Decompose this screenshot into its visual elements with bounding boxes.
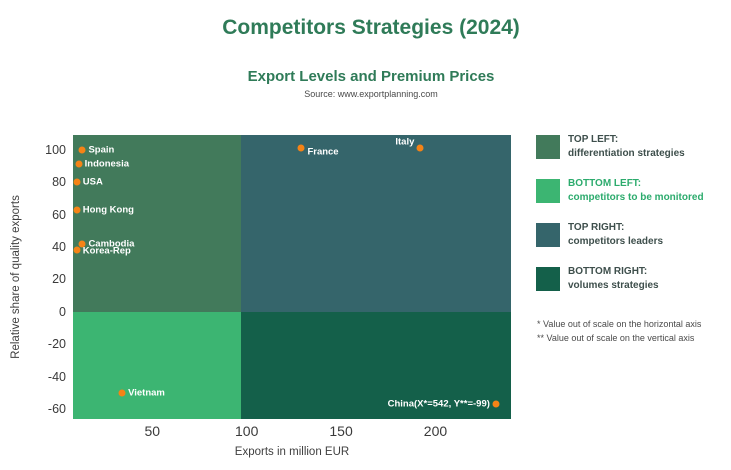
legend-desc: volumes strategies xyxy=(568,280,659,291)
legend-swatch-top-left xyxy=(536,135,560,159)
legend-key: TOP RIGHT: xyxy=(568,222,625,233)
point-marker[interactable] xyxy=(73,246,81,254)
y-tick-label: 80 xyxy=(52,175,66,190)
point-label: Indonesia xyxy=(84,158,129,170)
point-marker[interactable] xyxy=(78,146,86,154)
x-tick-label: 200 xyxy=(423,423,448,439)
point-marker[interactable] xyxy=(416,144,424,152)
y-tick-label: -40 xyxy=(47,369,66,384)
y-tick-label: -60 xyxy=(47,402,66,417)
y-tick-label: 0 xyxy=(59,304,66,319)
point-label: France xyxy=(307,146,339,158)
quadrant-top-right xyxy=(241,135,511,312)
point-marker[interactable] xyxy=(75,160,83,168)
legend-swatch-top-right xyxy=(536,223,560,247)
point-marker[interactable] xyxy=(297,144,305,152)
x-tick-label: 50 xyxy=(144,423,161,439)
y-tick-label: 40 xyxy=(52,239,66,254)
legend-key: BOTTOM LEFT: xyxy=(568,178,642,189)
footnote-vertical-axis: ** Value out of scale on the vertical ax… xyxy=(537,333,695,343)
legend-key: TOP LEFT: xyxy=(568,134,619,145)
point-label: Spain xyxy=(88,144,115,156)
legend-desc: competitors leaders xyxy=(568,236,664,247)
footnotes: * Value out of scale on the horizontal a… xyxy=(537,317,701,345)
point-label: Hong Kong xyxy=(82,204,134,216)
legend-desc: competitors to be monitored xyxy=(568,192,704,203)
legend-swatch-bottom-right xyxy=(536,267,560,291)
y-tick-label: -20 xyxy=(47,337,66,352)
point-marker[interactable] xyxy=(73,178,81,186)
x-axis-title: Exports in million EUR xyxy=(234,446,350,458)
point-marker[interactable] xyxy=(78,240,86,248)
point-label: USA xyxy=(82,176,103,188)
point-label: Cambodia xyxy=(88,238,135,250)
plot-area: Spain Indonesia USA Hong Kong Cambodia Korea-… xyxy=(73,135,511,419)
legend-desc: differentiation strategies xyxy=(568,148,685,159)
y-axis-title: Relative share of quality exports xyxy=(10,195,22,359)
quadrant-bottom-left xyxy=(73,311,242,419)
point-label: Italy xyxy=(395,136,415,148)
chart-subtitle: Export Levels and Premium Prices xyxy=(247,68,495,85)
x-tick-label: 150 xyxy=(329,423,353,439)
point-label: China(X*=542, Y**=-99) xyxy=(387,398,490,410)
point-marker[interactable] xyxy=(492,400,500,408)
legend-key: BOTTOM RIGHT: xyxy=(568,266,648,277)
point-label: Korea-Rep xyxy=(82,245,131,257)
legend-swatch-bottom-left xyxy=(536,179,560,203)
chart-title: Competitors Strategies (2024) xyxy=(222,16,520,39)
point-label: Vietnam xyxy=(128,387,165,399)
x-tick-label: 100 xyxy=(235,423,259,439)
quadrant-top-left xyxy=(73,135,242,312)
y-tick-label: 100 xyxy=(45,142,66,157)
footnote-horizontal-axis: * Value out of scale on the horizontal a… xyxy=(537,319,702,329)
chart-source: Source: www.exportplanning.com xyxy=(304,89,438,99)
y-tick-label: 60 xyxy=(52,207,66,222)
quadrant-bottom-right xyxy=(241,311,511,419)
y-tick-label: 20 xyxy=(52,272,66,287)
point-marker[interactable] xyxy=(118,389,126,397)
point-marker[interactable] xyxy=(73,206,81,214)
